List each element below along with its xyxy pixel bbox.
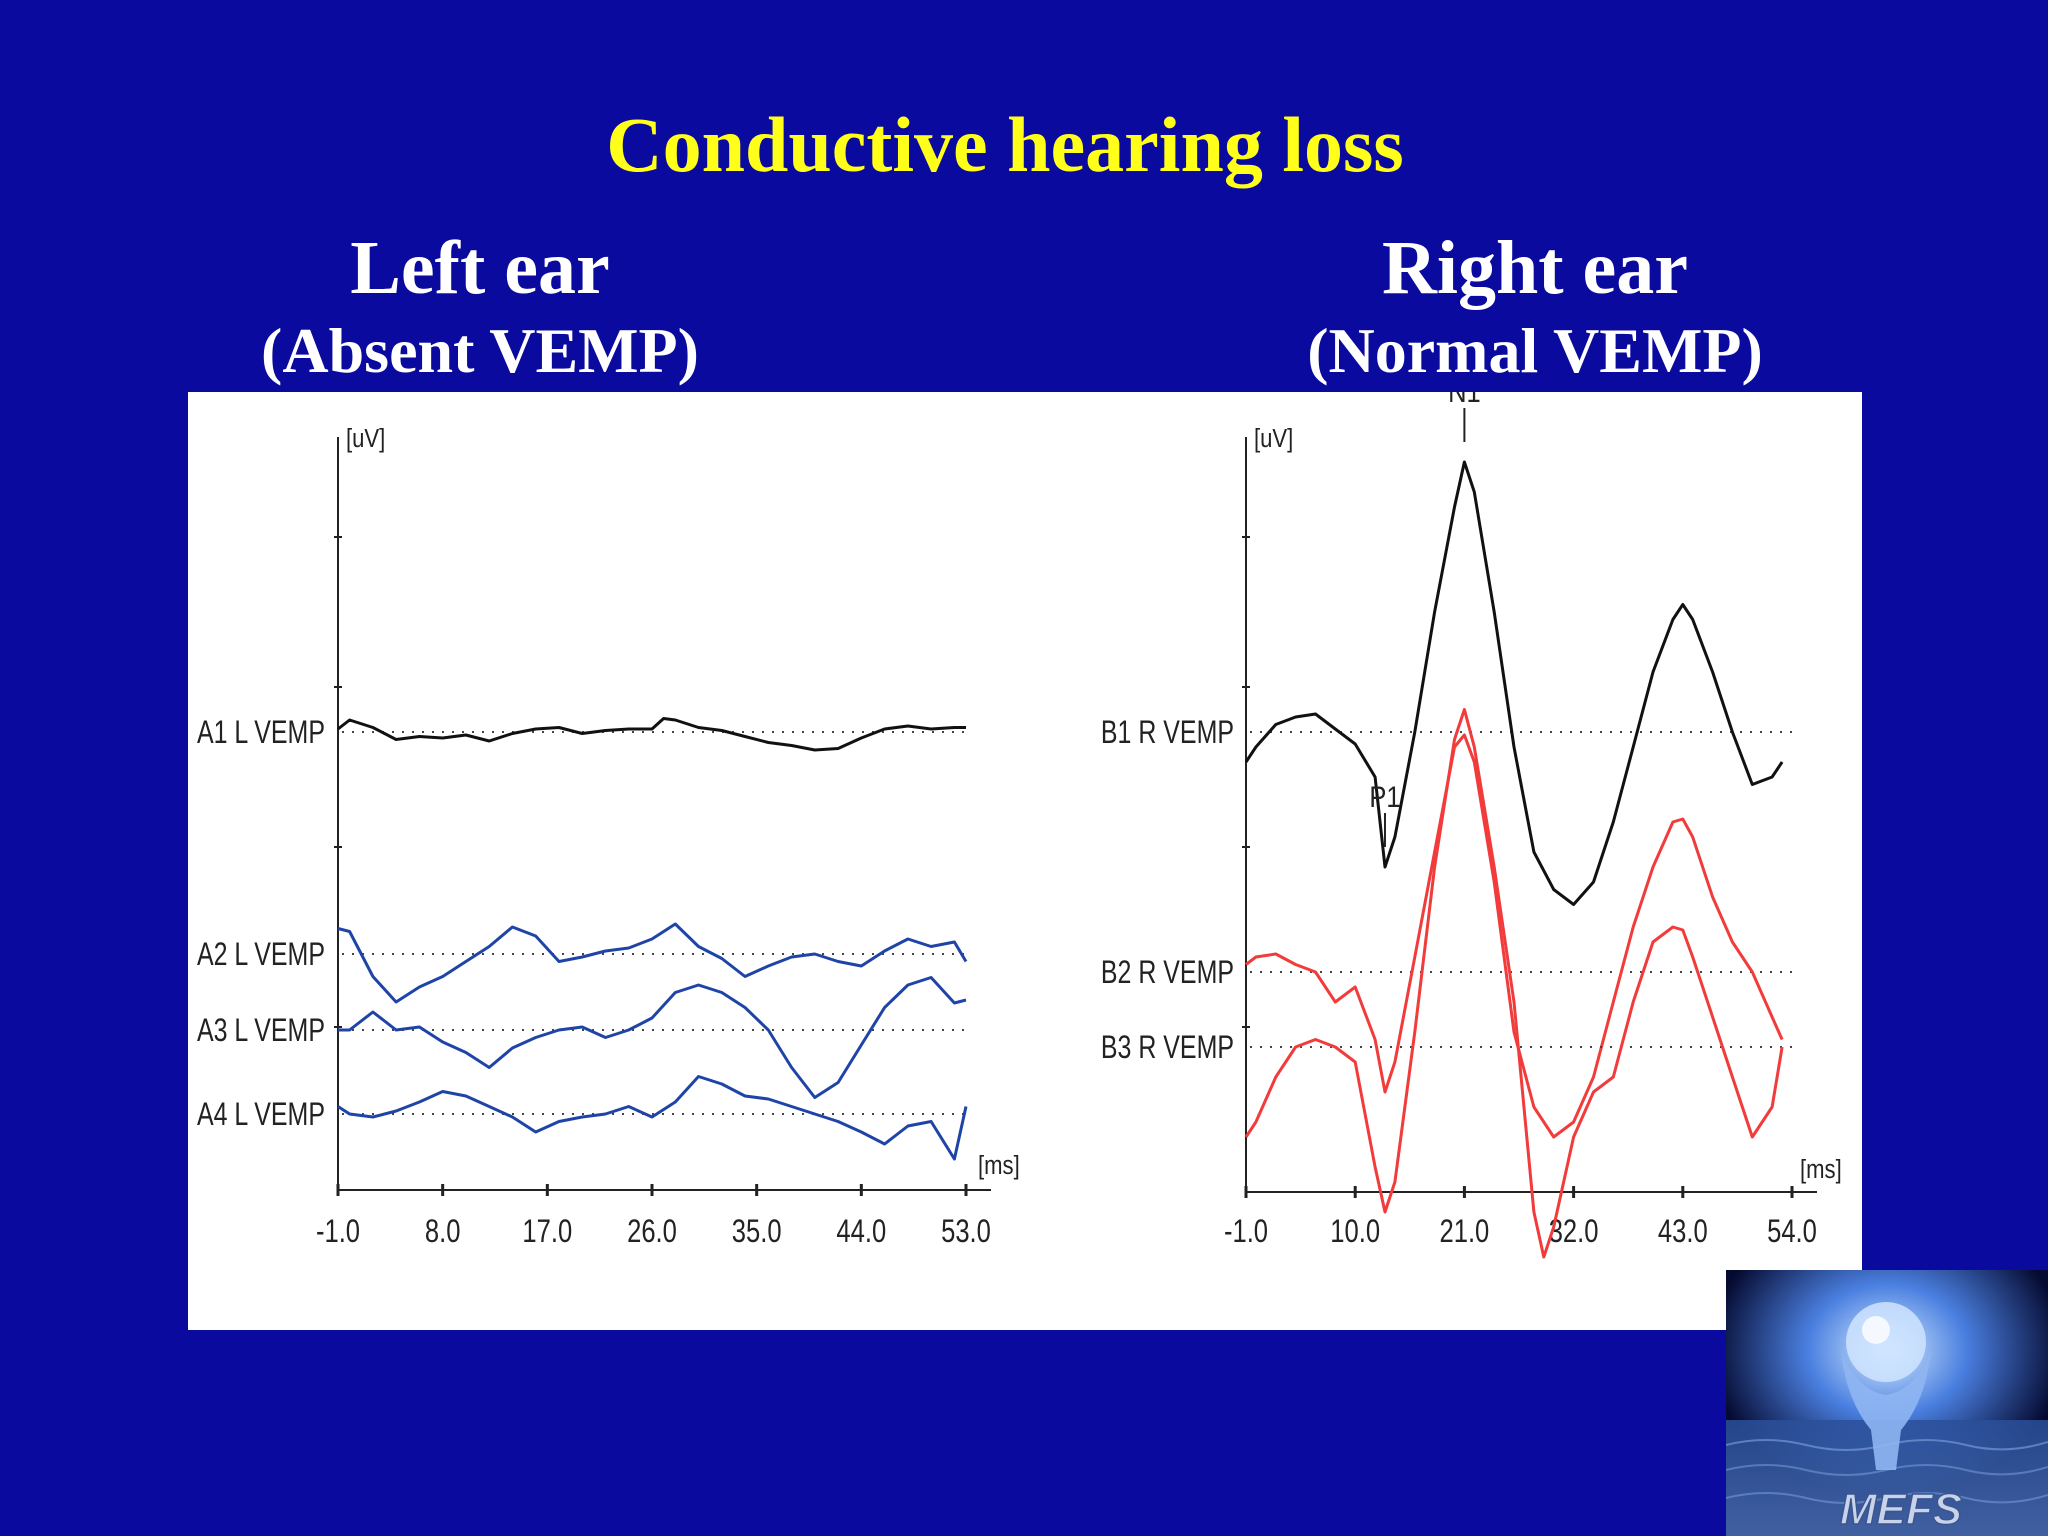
series-label: A2 L VEMP [197,937,325,973]
x-tick-label: 53.0 [941,1214,991,1249]
trace-a1-l-vemp [337,717,966,752]
annotation-n1: N1 [1448,392,1481,408]
right-ear-subtitle: (Normal VEMP) [1307,315,1763,386]
x-axis-label: [ms] [1800,1155,1842,1184]
trace-b1-r-vemp [1244,460,1784,906]
annotation-p1: P1 [1369,780,1400,813]
y-axis-label: [uV] [346,424,385,453]
series-label: A4 L VEMP [197,1097,325,1133]
trace-b3-r-vemp [1244,708,1784,1259]
x-tick-label: 8.0 [425,1214,461,1249]
x-tick-label: 32.0 [1549,1214,1599,1249]
x-tick-label: 17.0 [522,1214,572,1249]
left-ear-title: Left ear [350,226,610,310]
x-axis-label: [ms] [978,1151,1020,1180]
trace-a4-l-vemp [337,1075,968,1161]
right-ear-title: Right ear [1381,226,1689,310]
right-ear-heading: Right ear (Normal VEMP) [1240,225,1830,391]
x-tick-label: 44.0 [836,1214,886,1249]
x-tick-label: -1.0 [1224,1214,1268,1249]
trace-a3-l-vemp [338,976,967,1099]
mefs-logo: MEFS [1726,1270,2048,1536]
vemp-charts: [uV] -1.0 8.0 17.0 26.0 35.0 44.0 53.0 [ms] A1 L … [197,375,1842,1259]
x-tick-label: 26.0 [627,1214,677,1249]
x-tick-label: -1.0 [316,1214,360,1249]
chart-panel: [uV] -1.0 8.0 17.0 26.0 35.0 44.0 53.0 [ms] A1 L … [188,375,1862,1330]
series-label: B2 R VEMP [1101,955,1234,991]
hands-holding-globe-logo-icon: MEFS [1726,1270,2048,1536]
x-tick-label: 54.0 [1767,1214,1817,1249]
x-tick-label: 10.0 [1330,1214,1380,1249]
series-label: B3 R VEMP [1101,1030,1234,1066]
left-ear-subtitle: (Absent VEMP) [261,315,699,386]
slide-title: Conductive hearing loss [606,101,1404,188]
series-label: A1 L VEMP [197,715,325,751]
trace-a2-l-vemp [337,922,968,1004]
x-tick-label: 21.0 [1439,1214,1489,1249]
series-label: B1 R VEMP [1101,715,1234,751]
x-tick-label: 43.0 [1658,1214,1708,1249]
chart-left: [uV] -1.0 8.0 17.0 26.0 35.0 44.0 53.0 [ms] A1 L … [197,424,1020,1249]
logo-text: MEFS [1840,1485,1962,1534]
left-ear-heading: Left ear (Absent VEMP) [230,225,730,391]
chart-right: [uV] -1.0 10.0 21.0 32.0 43.0 54.0 [ms] B1 R VEM… [1101,375,1842,1259]
trace-b2-r-vemp [1245,733,1784,1139]
series-label: A3 L VEMP [197,1013,325,1049]
y-axis-label: [uV] [1254,424,1293,453]
x-tick-label: 35.0 [732,1214,782,1249]
